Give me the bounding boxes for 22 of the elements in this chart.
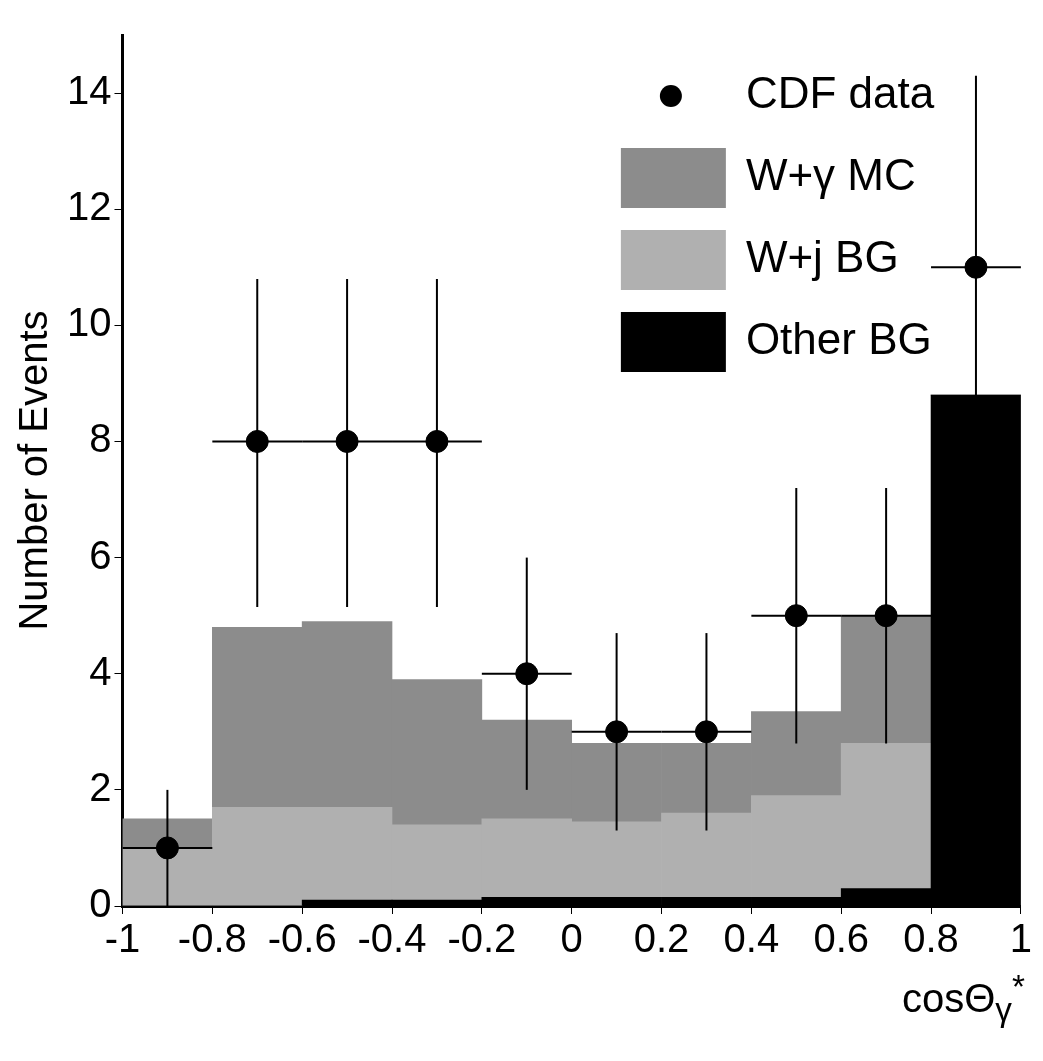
x-tick-label: 0.6 [813, 916, 869, 961]
y-tick-label: 10 [66, 300, 112, 345]
x-tick-label: 0 [560, 916, 583, 961]
y-tick-label: 14 [66, 68, 112, 113]
y-tick-label: 2 [89, 764, 112, 809]
x-tick-label: -0.4 [357, 916, 427, 961]
x-tick-label: 0.4 [723, 916, 780, 961]
y-tick-label: 4 [89, 648, 112, 693]
y-tick-label: 12 [66, 184, 112, 229]
x-tick-label: 0.8 [903, 916, 959, 961]
legend-label: CDF data [745, 68, 935, 118]
x-tick-label: 0.2 [633, 916, 690, 961]
legend-label: Other BG [745, 314, 932, 364]
y-tick-label: 8 [89, 416, 112, 461]
legend-label: W+j BG [745, 232, 899, 282]
y-axis-title: Number of Events [11, 310, 56, 631]
x-tick-label: -0.2 [447, 916, 517, 961]
x-tick-label: -0.8 [177, 916, 247, 961]
y-tick-label: 6 [89, 532, 112, 577]
x-tick-label: 1 [1009, 916, 1032, 961]
legend-label: W+γ MC [745, 150, 916, 200]
x-tick-label: -0.6 [267, 916, 337, 961]
